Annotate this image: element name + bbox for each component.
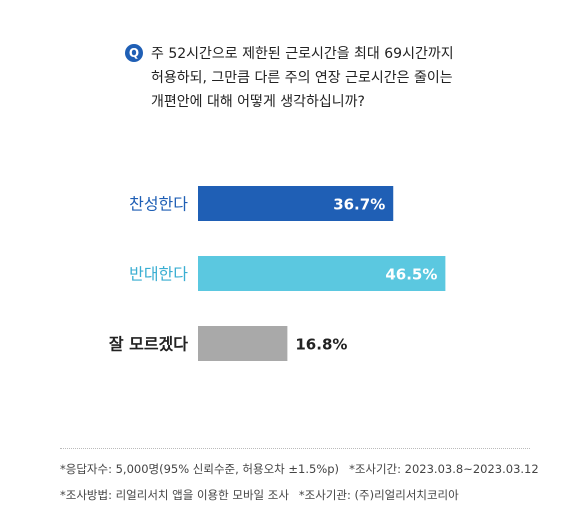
value-label-0: 36.7% [333, 196, 385, 214]
question-line-3: 개편안에 대해 어떻게 생각하십니까? [151, 94, 365, 110]
footnote-line-1: *응답자수: 5,000명(95% 신뢰수준, 허용오차 ±1.5%p) *조사기… [60, 456, 539, 482]
footnotes: *응답자수: 5,000명(95% 신뢰수준, 허용오차 ±1.5%p) *조사기… [60, 456, 539, 508]
value-label-1: 46.5% [385, 266, 437, 284]
question-line-1: 주 52시간으로 제한된 근로시간을 최대 69시간까지 [151, 46, 454, 62]
question-badge: Q [125, 44, 143, 62]
bar-1 [198, 256, 446, 291]
footnote-period: *조사기간: 2023.03.8~2023.03.12 [349, 462, 539, 476]
value-label-2: 16.8% [295, 336, 347, 354]
bar-2 [198, 326, 288, 361]
question-text: 주 52시간으로 제한된 근로시간을 최대 69시간까지 허용하되, 그만큼 다… [151, 42, 481, 114]
footnote-agency: *조사기관: (주)리얼리서치코리아 [298, 488, 459, 502]
footnote-divider [60, 448, 530, 449]
category-label-1: 반대한다 [129, 265, 188, 284]
category-label-0: 찬성한다 [129, 195, 188, 214]
footnote-method: *조사방법: 리얼리서치 앱을 이용한 모바일 조사 [60, 488, 289, 502]
category-label-2: 잘 모르겠다 [109, 335, 188, 354]
footnote-respondents: *응답자수: 5,000명(95% 신뢰수준, 허용오차 ±1.5%p) [60, 462, 340, 476]
bar-0 [198, 186, 394, 221]
footnote-line-2: *조사방법: 리얼리서치 앱을 이용한 모바일 조사 *조사기관: (주)리얼리서… [60, 482, 530, 508]
bar-chart: 찬성한다 36.7% 반대한다 46.5% 잘 모르겠다 16.8% [109, 186, 446, 361]
question-line-2: 허용하되, 그만큼 다른 주의 연장 근로시간은 줄이는 [151, 70, 453, 86]
